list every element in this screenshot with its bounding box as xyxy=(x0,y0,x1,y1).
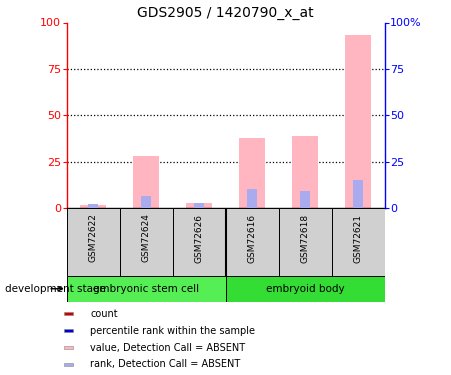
Bar xyxy=(300,191,310,208)
Bar xyxy=(331,208,385,276)
Bar xyxy=(239,138,266,208)
Text: percentile rank within the sample: percentile rank within the sample xyxy=(90,326,255,336)
Text: GSM72616: GSM72616 xyxy=(248,213,257,262)
Bar xyxy=(226,276,385,302)
Bar xyxy=(67,276,225,302)
Text: rank, Detection Call = ABSENT: rank, Detection Call = ABSENT xyxy=(90,360,241,369)
Bar xyxy=(64,312,73,315)
Bar xyxy=(194,202,204,208)
Text: development stage: development stage xyxy=(5,284,106,294)
Bar xyxy=(67,208,120,276)
Text: GSM72622: GSM72622 xyxy=(89,213,98,262)
Text: GSM72618: GSM72618 xyxy=(301,213,310,262)
Text: embryonic stem cell: embryonic stem cell xyxy=(93,284,199,294)
Bar xyxy=(279,208,331,276)
Text: GSM72621: GSM72621 xyxy=(354,213,363,262)
Bar xyxy=(142,196,151,208)
Bar xyxy=(133,156,160,208)
Text: GSM72626: GSM72626 xyxy=(195,213,204,262)
Bar xyxy=(173,208,226,276)
Text: embryoid body: embryoid body xyxy=(266,284,345,294)
Bar xyxy=(226,208,279,276)
Bar xyxy=(64,363,73,366)
Bar xyxy=(345,36,372,208)
Bar xyxy=(186,204,212,208)
Text: value, Detection Call = ABSENT: value, Detection Call = ABSENT xyxy=(90,343,245,352)
Bar xyxy=(88,204,98,208)
Bar xyxy=(354,180,363,208)
Bar xyxy=(248,189,257,208)
Text: GSM72624: GSM72624 xyxy=(142,213,151,262)
Text: count: count xyxy=(90,309,118,319)
Title: GDS2905 / 1420790_x_at: GDS2905 / 1420790_x_at xyxy=(138,6,314,20)
Bar xyxy=(292,136,318,208)
Bar xyxy=(64,329,73,332)
Bar xyxy=(80,206,106,208)
Bar xyxy=(120,208,173,276)
Bar xyxy=(64,346,73,349)
